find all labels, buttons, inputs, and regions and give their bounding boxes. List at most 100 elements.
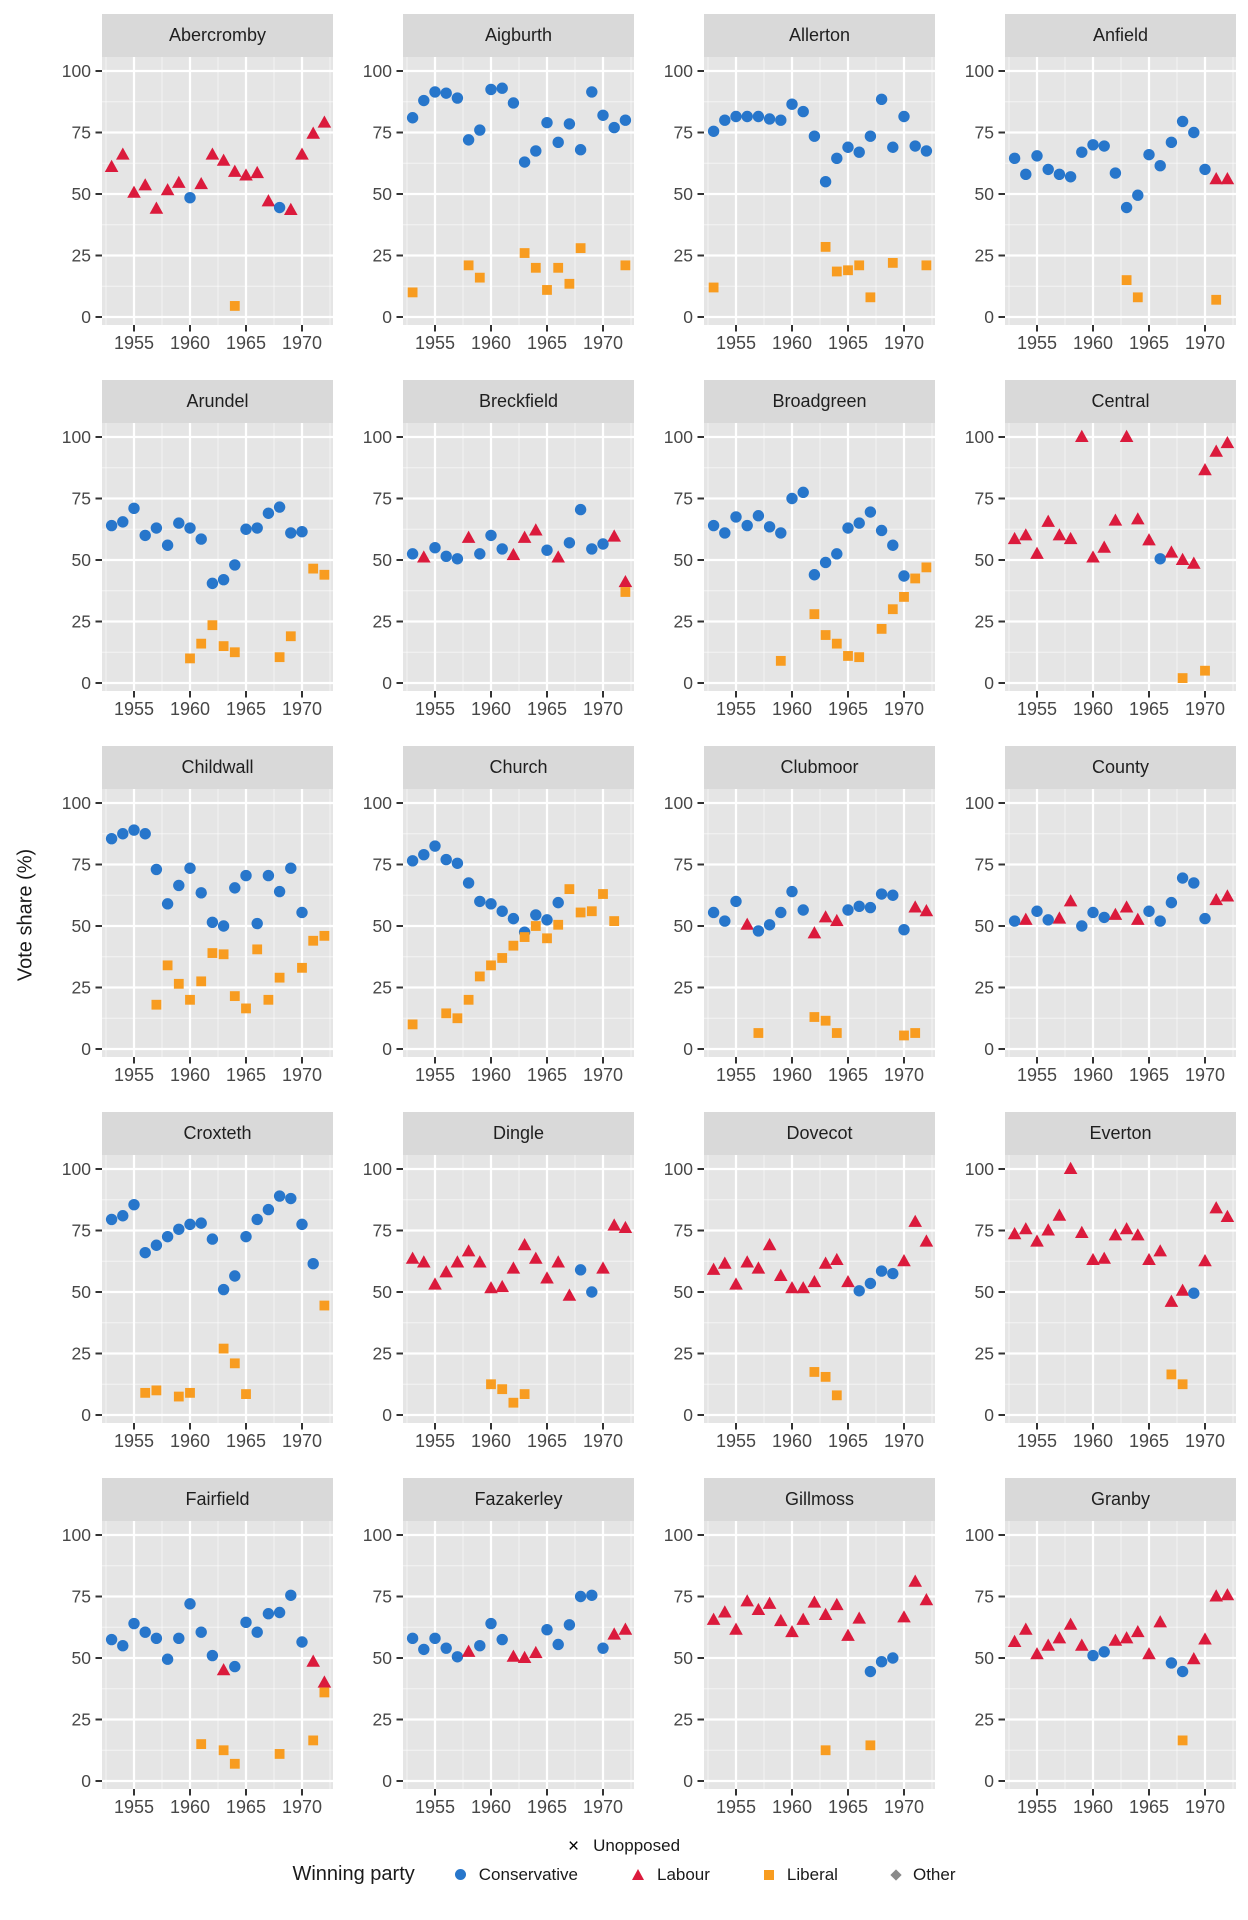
point-con	[128, 824, 140, 836]
facet-panel: 100 75 50 25 0 1955 1960 1965 1970	[664, 57, 935, 353]
x-tick-label: 1965	[828, 333, 868, 353]
point-con	[831, 548, 843, 560]
facet-panel: 100 75 50 25 0 1955 1960 1965 1970	[62, 789, 333, 1085]
point-lib	[252, 944, 263, 955]
gridlines	[1005, 789, 1236, 1057]
y-tick-label: 0	[382, 1771, 392, 1791]
point-con	[719, 114, 731, 126]
point-lib	[809, 1367, 820, 1377]
point-con	[763, 919, 776, 931]
point-lab	[529, 1251, 543, 1264]
point-con	[1199, 912, 1211, 925]
point-con	[262, 1203, 275, 1216]
point-con	[161, 1653, 174, 1665]
point-lib	[831, 266, 842, 277]
point-lab	[1142, 1647, 1156, 1660]
y-tick-label: 25	[373, 612, 392, 632]
y-tick-label: 50	[72, 1648, 92, 1668]
point-lib	[1132, 292, 1143, 303]
point-lab	[1153, 1615, 1167, 1628]
gridlines	[403, 789, 634, 1057]
point-con	[1031, 150, 1043, 162]
x-tick-label: 1955	[716, 1797, 756, 1817]
point-con	[440, 550, 452, 563]
point-lib	[151, 999, 162, 1010]
facet-panel: 100 75 50 25 0 1955 1960 1965 1970	[965, 1521, 1236, 1817]
point-lib	[463, 994, 474, 1005]
x-tick-label: 1965	[828, 1065, 868, 1085]
point-lab	[1041, 1638, 1055, 1651]
x-tick-label: 1960	[170, 699, 210, 719]
point-lib	[831, 1028, 842, 1038]
point-lab	[417, 550, 431, 563]
point-con	[296, 1218, 308, 1231]
point-con	[797, 486, 809, 499]
x-tick-label: 1960	[1073, 1065, 1113, 1085]
point-con	[240, 1230, 252, 1243]
point-lab	[1131, 1624, 1145, 1638]
point-con	[451, 553, 464, 565]
point-con	[541, 116, 553, 129]
x-tick-label: 1960	[471, 699, 511, 719]
point-lab	[762, 1238, 777, 1251]
point-lib	[185, 653, 195, 664]
y-tick-label: 75	[373, 123, 392, 143]
point-con	[1087, 906, 1099, 919]
legend-label-other: Other	[912, 1864, 956, 1884]
point-con	[229, 1270, 241, 1282]
point-lib	[598, 889, 608, 899]
point-con	[128, 502, 140, 515]
point-lab	[1086, 550, 1100, 563]
point-lab	[172, 175, 186, 188]
point-con	[1042, 914, 1054, 926]
point-lib	[753, 1028, 764, 1038]
point-lib	[775, 655, 786, 666]
axes: 100 75 50 25 0 1955 1960 1965 1970	[664, 1525, 924, 1817]
point-con	[262, 507, 275, 519]
point-con	[552, 896, 564, 909]
facet-title: Anfield	[1092, 25, 1149, 45]
x-tick-label: 1965	[527, 699, 567, 719]
point-con	[474, 895, 486, 908]
point-con	[719, 915, 731, 927]
x-tick-label: 1955	[415, 1431, 455, 1451]
point-con	[296, 1636, 308, 1648]
point-con	[1020, 168, 1032, 181]
point-con	[1087, 139, 1099, 151]
y-tick-label: 50	[72, 1282, 92, 1302]
point-lab	[607, 1218, 621, 1231]
x-tick-label: 1965	[226, 699, 266, 719]
point-lab	[852, 1611, 866, 1624]
point-con	[875, 1265, 888, 1277]
point-lab	[1131, 1228, 1145, 1241]
point-lab	[706, 1262, 721, 1275]
point-con	[1087, 1649, 1099, 1662]
data-points	[706, 1214, 934, 1401]
point-lab	[439, 1265, 453, 1278]
labour-triangle-icon	[631, 1869, 644, 1880]
point-lab	[405, 1251, 420, 1264]
facet-panel: 100 75 50 25 0 1955 1960 1965 1970	[363, 1521, 634, 1817]
point-lab	[919, 1234, 934, 1247]
point-con	[229, 1660, 241, 1673]
x-tick-label: 1960	[1073, 699, 1113, 719]
point-lab	[830, 1597, 844, 1611]
y-tick-label: 50	[72, 550, 92, 570]
facet-strip: Abercromby	[102, 14, 333, 57]
point-con	[1143, 905, 1155, 917]
y-tick-label: 25	[72, 246, 91, 266]
y-tick-label: 25	[373, 978, 392, 998]
facet-title: Granby	[1090, 1489, 1151, 1509]
y-tick-label: 100	[965, 61, 994, 81]
point-lab	[718, 1605, 732, 1618]
point-lab	[250, 165, 264, 179]
point-con	[105, 832, 118, 845]
point-lab	[295, 147, 309, 160]
y-tick-label: 50	[975, 184, 995, 204]
point-lab	[1007, 1226, 1022, 1240]
data-points	[405, 1218, 633, 1408]
point-lib	[530, 262, 541, 273]
facet-panel: 100 75 50 25 0 1955 1960 1965 1970	[62, 57, 333, 353]
x-tick-label: 1965	[226, 1065, 266, 1085]
y-tick-label: 0	[984, 673, 994, 693]
